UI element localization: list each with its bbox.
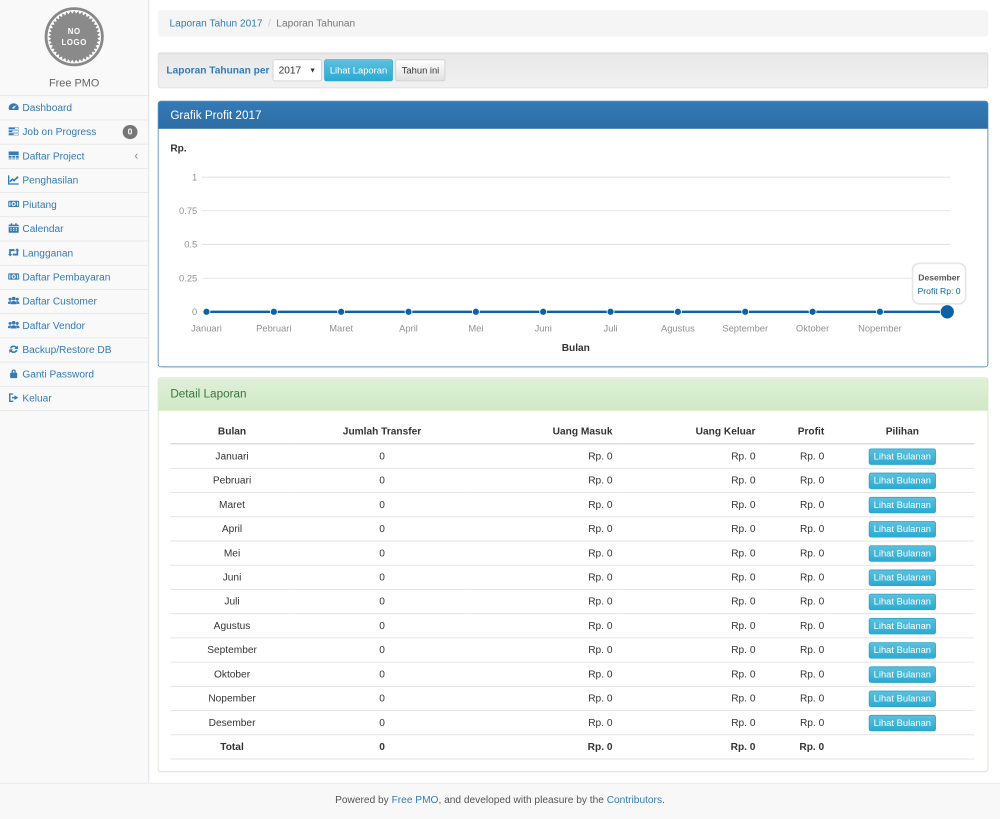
svg-text:Januari: Januari — [191, 323, 222, 333]
svg-text:LOGO: LOGO — [61, 38, 86, 47]
svg-text:Mei: Mei — [468, 323, 483, 333]
svg-text:Pebruari: Pebruari — [256, 323, 291, 333]
svg-text:Rp.: Rp. — [170, 144, 187, 155]
svg-text:Juni: Juni — [535, 323, 552, 333]
svg-text:Maret: Maret — [329, 323, 353, 333]
svg-text:Oktober: Oktober — [796, 323, 829, 333]
svg-text:Juli: Juli — [604, 323, 618, 333]
svg-text:0.5: 0.5 — [184, 240, 197, 250]
svg-text:1: 1 — [192, 172, 197, 182]
svg-text:NO: NO — [68, 27, 81, 36]
svg-text:September: September — [722, 323, 768, 333]
svg-text:Nopember: Nopember — [858, 323, 902, 333]
svg-text:0.75: 0.75 — [179, 206, 197, 216]
svg-text:Bulan: Bulan — [562, 343, 590, 354]
svg-text:April: April — [399, 323, 418, 333]
svg-text:Agustus: Agustus — [661, 323, 695, 333]
svg-text:0: 0 — [192, 307, 197, 317]
svg-text:0.25: 0.25 — [179, 273, 197, 283]
